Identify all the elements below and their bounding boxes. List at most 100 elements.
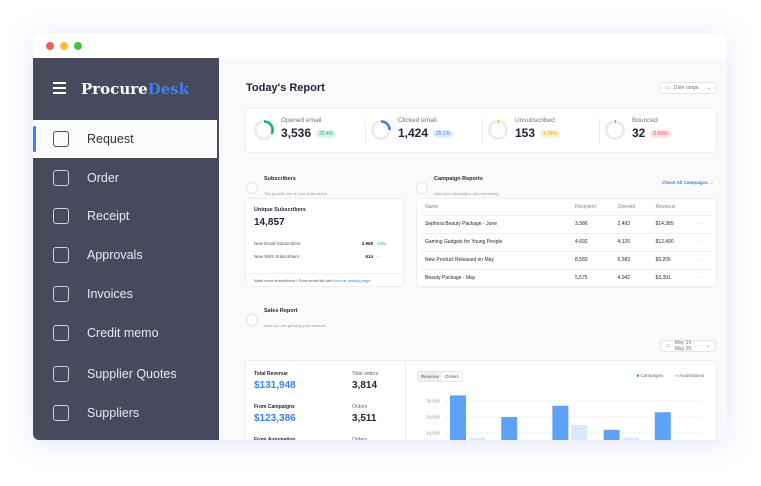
sidebar-item-credit-memo[interactable]: Credit memo: [33, 314, 219, 352]
bar-campaigns: [501, 417, 518, 440]
column-header: Opened: [613, 199, 652, 216]
table-cell: 3,386: [571, 215, 614, 234]
invoice-icon: [53, 286, 69, 302]
sales-date-select[interactable]: ▭ May 19 - May 25 ⌄: [660, 340, 716, 352]
stat-bounced: Bounced 32 0.09%: [605, 117, 671, 142]
table-row[interactable]: Sephora Beauty Package - June 3,386 2,493 $…: [421, 215, 712, 234]
stat-label: Bounced: [632, 117, 658, 124]
progress-ring: [254, 119, 274, 140]
row-change: --: [377, 254, 380, 259]
footer-or: or: [343, 278, 347, 283]
sidebar-item-order[interactable]: Order: [33, 159, 219, 197]
sidebar-item-approvals[interactable]: Approvals: [33, 236, 219, 274]
maximize-window-button[interactable]: [74, 41, 82, 50]
revenue-metric: From Campaigns $123,386: [254, 404, 296, 424]
sales-card: Total Revenue $131,948 Total orders 3,814 Fr…: [245, 360, 717, 440]
sidebar-item-label: Receipt: [87, 209, 130, 223]
stat-label: Unsubscribed: [515, 117, 555, 124]
metric-value: 3,814: [352, 380, 378, 391]
logo: ProcureDesk: [81, 80, 189, 98]
stat-label: Opened email: [281, 117, 322, 124]
sidebar-item-label: Suppliers: [87, 406, 140, 420]
legend-item: ■ Automations: [675, 373, 704, 378]
section-subtitle: How your campaigns are performing: [434, 191, 499, 196]
date-range-select[interactable]: ▭ Date range ⌄: [659, 82, 717, 94]
table-row[interactable]: Gaming Gadgets for Young People 4,692 4,12…: [421, 233, 712, 252]
campaigns-header: Campaign Reports How your campaigns are p…: [416, 176, 498, 200]
tab-revenue[interactable]: Revenue: [418, 372, 443, 381]
legend-label: Automations: [678, 373, 704, 378]
metric-value: 3,511: [352, 413, 377, 424]
suppliers-icon: [53, 405, 69, 421]
unique-subscribers-value: 14,857: [254, 217, 285, 228]
bar-campaigns: [552, 405, 569, 440]
chevron-down-icon: ⌄: [705, 343, 710, 349]
close-window-button[interactable]: [46, 41, 54, 50]
form-link[interactable]: form: [333, 278, 342, 283]
table-cell: $3,391: [651, 269, 693, 288]
sidebar-item-request[interactable]: Request: [33, 120, 217, 158]
bar-campaigns: [603, 429, 620, 440]
row-value: 2,958: [361, 241, 373, 246]
sidebar-item-invoices[interactable]: Invoices: [33, 275, 219, 313]
landing-page-link[interactable]: landing page: [347, 278, 371, 283]
metric-label: From Campaigns: [254, 404, 295, 410]
table-cell: 4,042: [613, 269, 652, 288]
section-title: Sales Report: [264, 308, 298, 314]
table-row[interactable]: New Product Released on May 8,583 6,583 $5,…: [421, 251, 712, 270]
sidebar: ProcureDesk Request Order Receipt Approvals…: [33, 58, 219, 440]
page-title: Today's Report: [246, 82, 325, 94]
table-cell: 6,583: [613, 251, 652, 270]
table-cell: 2,493: [613, 215, 652, 234]
footer-text: Want more subscribers? Grow email list w…: [254, 278, 333, 283]
users-icon: [246, 182, 258, 194]
more-options-icon[interactable]: ···: [692, 251, 712, 270]
row-label: New SMS Subscribers: [254, 254, 300, 259]
table-cell: 5,575: [571, 269, 614, 288]
more-options-icon[interactable]: ···: [692, 215, 712, 234]
calendar-icon: ▭: [666, 343, 671, 349]
logo-text-accent: Desk: [147, 80, 190, 98]
bag-icon: [53, 170, 69, 186]
sidebar-item-suppliers[interactable]: Suppliers: [33, 394, 219, 432]
more-options-icon[interactable]: ···: [692, 233, 712, 252]
subscribers-header: Subscribers The growth rate of your subsc…: [246, 176, 327, 200]
date-range-label: Date range: [673, 85, 699, 91]
table-cell: Beauty Package - May: [421, 269, 571, 288]
credit-memo-icon: [53, 325, 69, 341]
minimize-window-button[interactable]: [60, 41, 68, 50]
sidebar-item-label: Request: [87, 132, 134, 146]
subscribers-footer: Want more subscribers? Grow email list w…: [246, 273, 403, 287]
table-cell: $12,490: [651, 233, 693, 252]
section-subtitle: The growth rate of your subscribers: [264, 191, 327, 196]
date-range-label: May 19 - May 25: [674, 340, 695, 352]
stat-unsubscribed: Unsubscribed 153 1.74%: [488, 117, 561, 142]
stat-badge: 1.74%: [540, 130, 561, 138]
stat-clicked-email: Clicked email 1,424 25.1%: [371, 117, 454, 142]
metric-value: $123,386: [254, 413, 296, 424]
column-header: Recipient: [571, 199, 614, 216]
sidebar-item-receipt[interactable]: Receipt: [33, 197, 219, 235]
table-cell: Sephora Beauty Package - June: [421, 215, 571, 234]
bar-campaigns: [654, 412, 671, 440]
progress-ring: [371, 119, 391, 140]
progress-ring: [605, 119, 625, 140]
column-header: Name: [421, 199, 571, 216]
progress-ring: [488, 119, 508, 140]
table-row[interactable]: Beauty Package - May 5,575 4,042 $3,391 ···: [421, 269, 712, 288]
more-options-icon[interactable]: ···: [692, 269, 712, 288]
y-tick-label: 10,000: [426, 431, 440, 436]
subscribers-card: Unique Subscribers 14,857 New Email Subs…: [245, 198, 404, 287]
check-all-campaigns-link[interactable]: Check All Campaigns →: [662, 180, 714, 185]
subscriber-row: New SMS Subscribers 614 --: [254, 254, 395, 259]
stat-opened-email: Opened email 3,536 32.4%: [254, 117, 337, 142]
table-cell: New Product Released on May: [421, 251, 571, 270]
bar-campaigns: [450, 395, 466, 440]
table-header: Name Recipient Opened Revenue: [421, 199, 712, 216]
sidebar-item-label: Approvals: [87, 248, 143, 262]
sidebar-item-supplier-quotes[interactable]: Supplier Quotes: [33, 355, 219, 393]
tab-orders[interactable]: Orders: [445, 374, 459, 379]
title-bar: [33, 33, 727, 58]
menu-icon[interactable]: [53, 82, 66, 97]
approvals-icon: [53, 247, 69, 263]
